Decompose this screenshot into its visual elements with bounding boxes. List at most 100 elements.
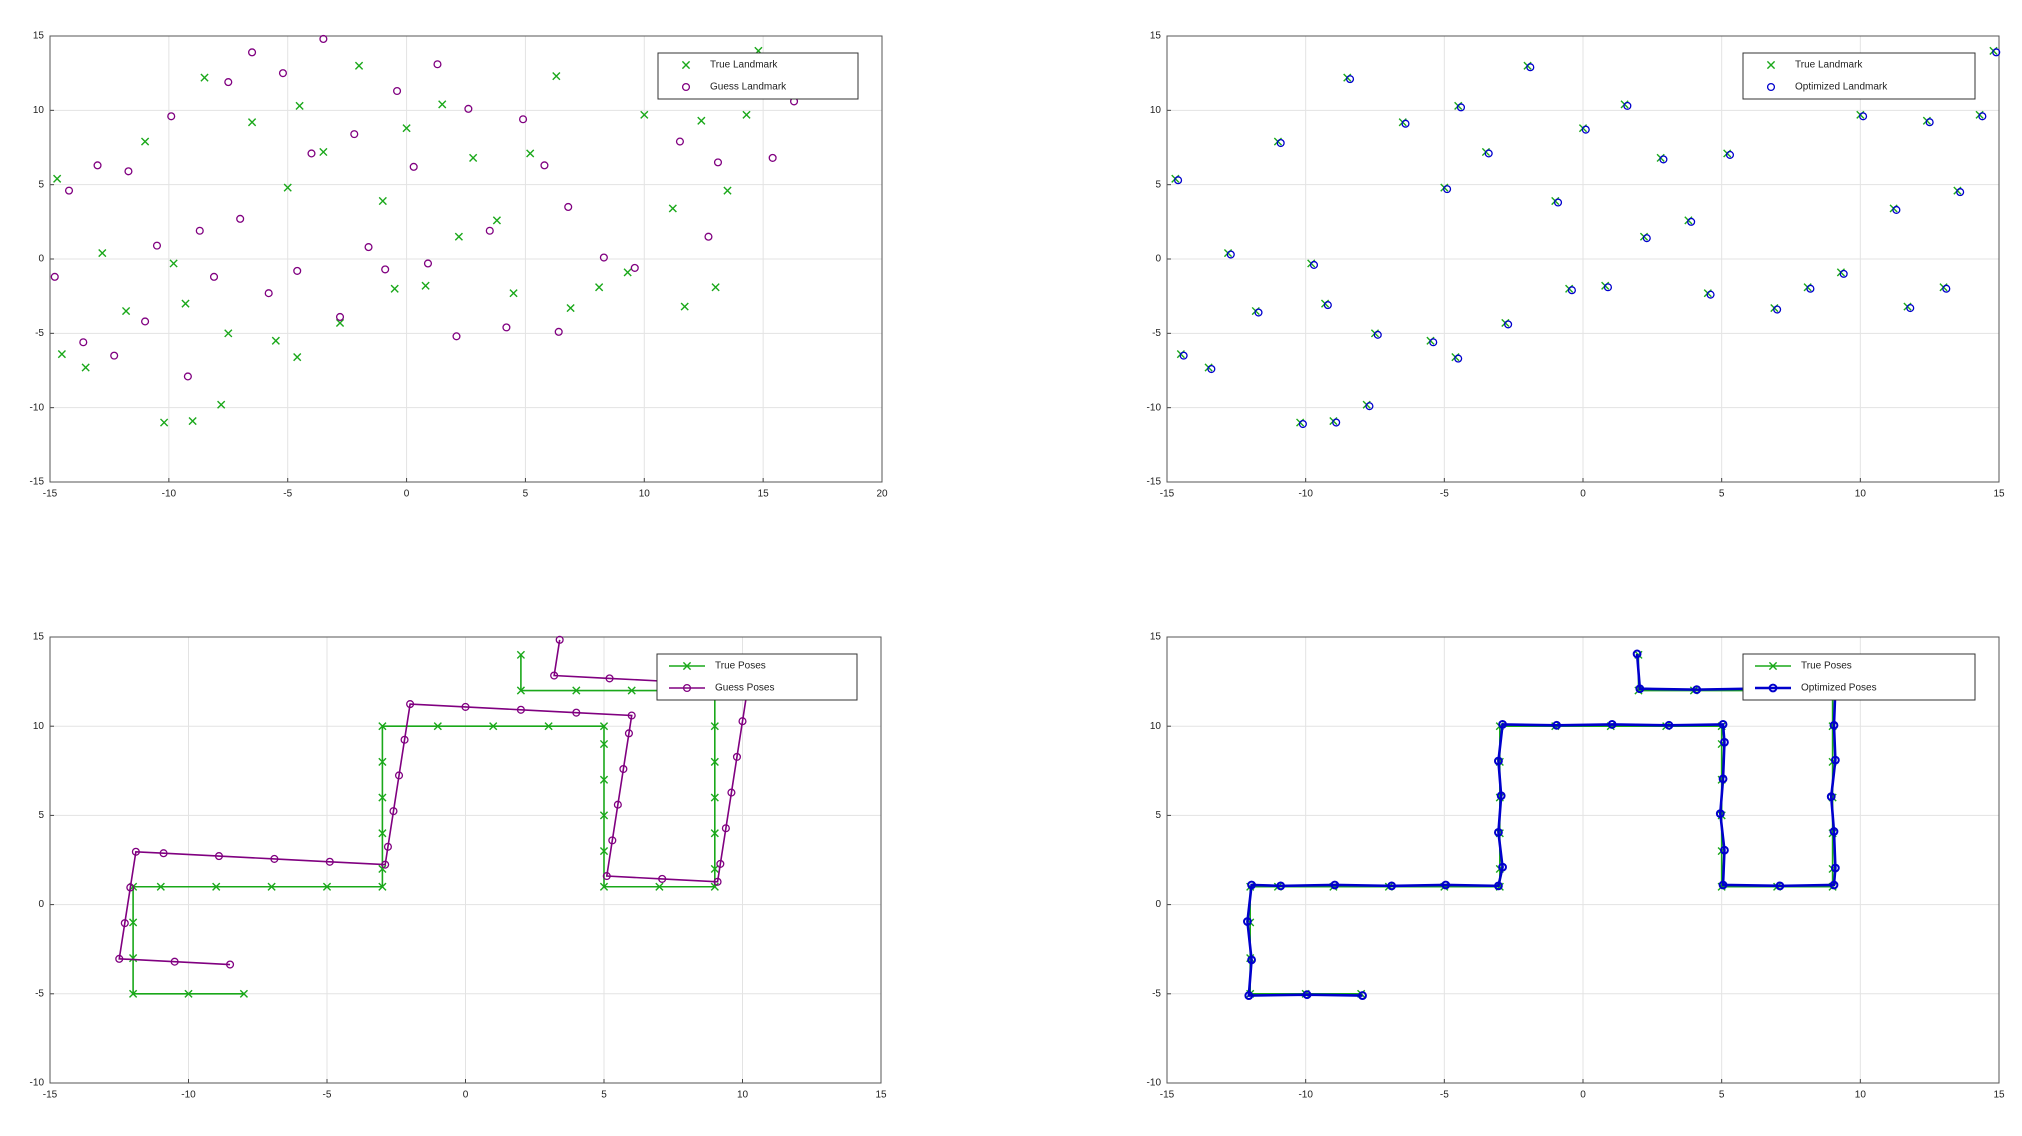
data-point [540,161,549,170]
data-point [550,671,559,680]
data-point [1207,364,1216,374]
data-point [1720,737,1729,747]
y-tick-label: -10 [30,1078,45,1089]
series-line [132,654,716,995]
y-tick-label: 5 [1155,179,1161,190]
data-point [1906,304,1915,313]
data-point [378,793,387,802]
data-point [519,115,528,124]
data-point [322,882,332,891]
data-point [400,735,409,744]
x-tick-label: 0 [1580,1090,1586,1101]
data-point [555,635,564,644]
data-point [169,259,178,268]
data-point [248,48,257,57]
data-point [335,318,345,328]
data-point [658,874,667,883]
data-point [378,882,387,891]
data-point [409,162,418,171]
data-point [129,989,138,998]
data-point [79,338,88,347]
data-point [1552,720,1562,730]
y-tick-label: 15 [33,31,45,42]
y-tick-label: -5 [35,988,44,999]
data-point [293,266,302,275]
data-point [710,793,719,802]
data-point [270,854,279,863]
data-point [188,416,197,426]
data-point [1706,290,1715,299]
data-point [160,418,169,427]
data-point [1718,880,1728,890]
data-point [423,259,433,268]
x-tick-label: -10 [1298,1090,1313,1101]
data-point [50,272,59,281]
data-point [1345,75,1355,84]
data-point [1441,880,1451,890]
data-point [599,882,609,891]
data-point [390,284,399,293]
x-tick-label: 10 [639,489,651,500]
data-point [1859,112,1868,121]
legend-marker [681,60,691,70]
data-point [1498,862,1507,872]
data-point [383,842,392,851]
legend-box [657,52,859,100]
data-point [129,954,138,963]
data-point [1773,305,1782,314]
data-point [572,686,581,695]
x-tick-label: 15 [875,1090,887,1101]
data-point [378,864,387,874]
data-point [1298,419,1307,429]
data-point [1498,720,1507,729]
data-point [156,882,165,891]
data-point [120,919,129,928]
data-point [710,722,719,731]
legend-label: Optimized Landmark [1795,82,1888,93]
data-point [516,686,525,695]
data-point [713,158,723,167]
data-point [271,336,280,345]
legend-label: Guess Poses [715,683,774,694]
data-point [378,757,387,766]
data-point [710,882,719,891]
data-point [1401,119,1410,128]
data-point [627,711,636,720]
data-point [433,722,442,731]
x-tick-label: -15 [43,489,58,500]
data-point [461,702,470,711]
data-point [1387,881,1397,891]
data-point [599,739,609,749]
data-point [1454,354,1463,363]
data-point [1244,991,1254,1000]
data-point [710,864,719,874]
data-point [516,650,525,659]
data-point [141,317,150,326]
data-point [599,775,609,784]
x-tick-label: 15 [758,489,770,500]
data-point [214,852,224,861]
data-point [509,289,518,298]
y-tick-label: 0 [38,899,44,910]
x-tick-label: 10 [1855,1090,1867,1101]
data-point [544,722,553,731]
y-tick-label: -10 [30,402,45,413]
legend-box [1742,653,1976,701]
data-point [1443,185,1452,194]
data-point [126,883,135,892]
data-point [1715,809,1725,819]
data-point [381,860,390,869]
data-point [183,372,192,381]
data-point [1830,755,1840,765]
y-tick-label: 0 [1155,899,1161,910]
data-point [1775,881,1785,891]
data-point [1826,792,1836,802]
data-point [1720,845,1729,855]
data-point [389,807,398,816]
data-point [1494,881,1503,891]
x-tick-label: -15 [43,1090,58,1101]
data-point [1992,48,2001,57]
data-point [167,112,176,121]
data-point [572,708,581,717]
y-tick-label: -10 [1147,402,1162,413]
